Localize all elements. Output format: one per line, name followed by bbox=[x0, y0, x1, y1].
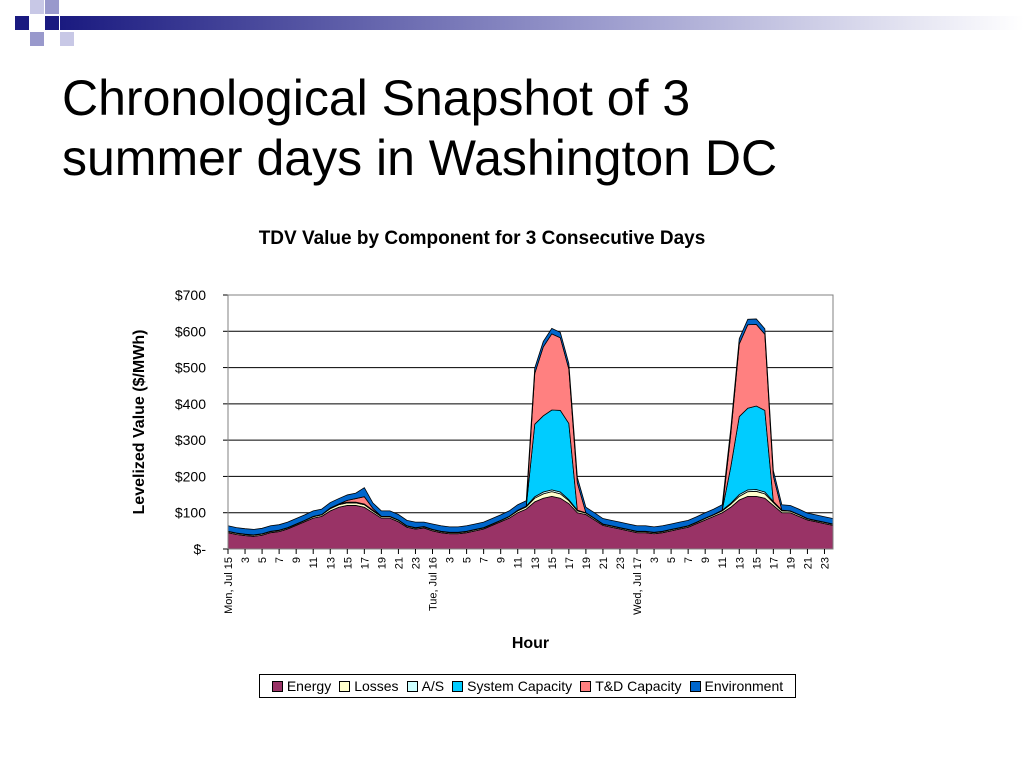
y-tick-label: $500 bbox=[175, 360, 206, 376]
y-tick-label: $300 bbox=[175, 432, 206, 448]
legend-item: System Capacity bbox=[452, 678, 572, 694]
y-tick-label: $700 bbox=[175, 287, 206, 303]
legend-swatch bbox=[689, 680, 701, 692]
legend-item: Environment bbox=[689, 678, 784, 694]
x-tick-label: 17 bbox=[359, 557, 371, 569]
x-tick-label: 17 bbox=[768, 557, 780, 569]
legend-label: Environment bbox=[704, 678, 784, 694]
x-tick-label: 21 bbox=[598, 557, 610, 569]
y-tick-label: $- bbox=[194, 541, 207, 557]
legend-label: System Capacity bbox=[467, 678, 573, 694]
x-tick-label: 3 bbox=[649, 557, 661, 563]
x-tick-label: Mon, Jul 15 bbox=[223, 557, 235, 614]
y-tick-label: $400 bbox=[175, 396, 206, 412]
x-axis-label: Hour bbox=[512, 635, 549, 652]
x-tick-label: 13 bbox=[530, 557, 542, 569]
x-tick-label: 13 bbox=[734, 557, 746, 569]
x-tick-label: Tue, Jul 16 bbox=[428, 557, 440, 611]
x-tick-label: 19 bbox=[376, 557, 388, 569]
legend-swatch bbox=[452, 680, 464, 692]
x-tick-label: 15 bbox=[751, 557, 763, 569]
x-tick-label: 13 bbox=[325, 557, 337, 569]
x-tick-label: 9 bbox=[291, 557, 303, 563]
y-tick-label: $600 bbox=[175, 323, 206, 339]
legend-swatch bbox=[339, 680, 351, 692]
legend-label: Energy bbox=[286, 678, 332, 694]
x-tick-label: 23 bbox=[615, 557, 627, 569]
chart-legend: Energy Losses A/S System Capacity T&D Capaci… bbox=[259, 674, 796, 698]
x-tick-label: 17 bbox=[564, 557, 576, 569]
x-tick-label: 19 bbox=[581, 557, 593, 569]
x-tick-label: 9 bbox=[700, 557, 712, 563]
x-tick-label: 11 bbox=[717, 557, 729, 568]
legend-item: Energy bbox=[271, 678, 332, 694]
x-tick-label: 5 bbox=[666, 557, 678, 563]
legend-swatch bbox=[271, 680, 283, 692]
x-tick-label: 5 bbox=[257, 557, 269, 563]
slide-title-line2: summer days in Washington DC bbox=[62, 130, 778, 186]
legend-item: Losses bbox=[339, 678, 399, 694]
y-tick-label: $200 bbox=[175, 468, 206, 484]
plot-border bbox=[227, 294, 834, 550]
legend-label: Losses bbox=[354, 678, 399, 694]
chart-title: TDV Value by Component for 3 Consecutive… bbox=[258, 228, 706, 249]
legend-item: T&D Capacity bbox=[580, 678, 682, 694]
x-tick-label: 15 bbox=[342, 557, 354, 569]
x-tick-label: 21 bbox=[802, 557, 814, 569]
header-decoration bbox=[15, 0, 1024, 46]
x-tick-label: 23 bbox=[819, 557, 831, 569]
x-tick-label: 9 bbox=[496, 557, 508, 563]
x-tick-label: 7 bbox=[479, 557, 491, 563]
x-tick-label: 19 bbox=[785, 557, 797, 569]
legend-item: A/S bbox=[406, 678, 445, 694]
x-tick-label: 11 bbox=[308, 557, 320, 568]
legend-label: A/S bbox=[421, 678, 445, 694]
slide-title: Chronological Snapshot of 3 summer days … bbox=[62, 68, 962, 188]
y-tick-label: $100 bbox=[175, 505, 206, 521]
x-tick-label: Wed, Jul 17 bbox=[632, 557, 644, 615]
x-tick-label: 7 bbox=[274, 557, 286, 563]
x-tick-label: 21 bbox=[393, 557, 405, 569]
legend-swatch bbox=[406, 680, 418, 692]
y-axis-label: Levelized Value ($/MWh) bbox=[131, 330, 148, 515]
x-tick-label: 3 bbox=[240, 557, 252, 563]
x-tick-label: 7 bbox=[683, 557, 695, 563]
slide-title-line1: Chronological Snapshot of 3 bbox=[62, 70, 691, 126]
x-tick-label: 23 bbox=[410, 557, 422, 569]
x-tick-label: 15 bbox=[547, 557, 559, 569]
legend-label: T&D Capacity bbox=[595, 678, 682, 694]
x-tick-label: 3 bbox=[445, 557, 457, 563]
x-tick-label: 11 bbox=[513, 557, 525, 568]
x-tick-label: 5 bbox=[462, 557, 474, 563]
legend-swatch bbox=[580, 680, 592, 692]
